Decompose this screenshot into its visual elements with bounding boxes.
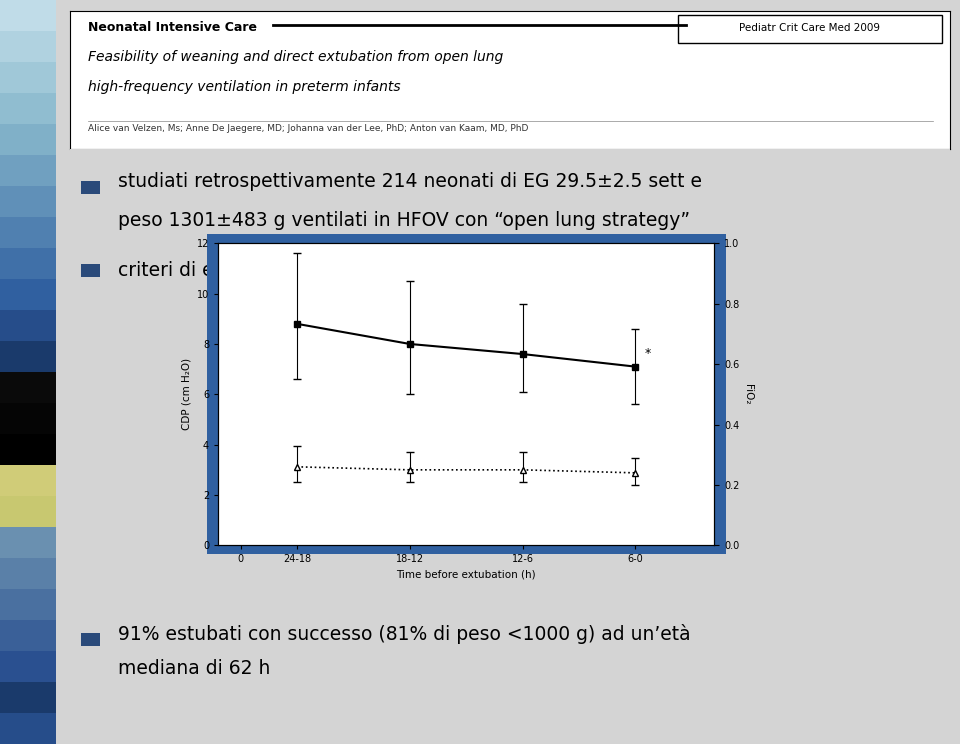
FancyBboxPatch shape: [678, 16, 942, 43]
Text: 91% estubati con successo (81% di peso <1000 g) ad un’età: 91% estubati con successo (81% di peso <…: [118, 624, 691, 644]
Text: O e FiO: O e FiO: [519, 261, 587, 280]
Text: Neonatal Intensive Care: Neonatal Intensive Care: [87, 21, 256, 33]
Text: Pediatr Crit Care Med 2009: Pediatr Crit Care Med 2009: [739, 23, 880, 33]
FancyBboxPatch shape: [81, 633, 100, 647]
Text: Feasibility of weaning and direct extubation from open lung: Feasibility of weaning and direct extuba…: [87, 50, 503, 64]
Text: high-frequency ventilation in preterm infants: high-frequency ventilation in preterm in…: [87, 80, 400, 94]
Y-axis label: CDP (cm H₂O): CDP (cm H₂O): [181, 359, 191, 430]
Text: studiati retrospettivamente 214 neonati di EG 29.5±2.5 sett e: studiati retrospettivamente 214 neonati …: [118, 172, 703, 191]
Text: 2: 2: [616, 275, 625, 290]
Text: 2: 2: [504, 275, 514, 290]
FancyBboxPatch shape: [81, 264, 100, 278]
Text: peso 1301±483 g ventilati in HFOV con “open lung strategy”: peso 1301±483 g ventilati in HFOV con “o…: [118, 211, 690, 230]
Text: mediana di 62 h: mediana di 62 h: [118, 659, 271, 678]
X-axis label: Time before extubation (h): Time before extubation (h): [396, 570, 536, 580]
Text: criteri di estubazione: CDP <8 cmH: criteri di estubazione: CDP <8 cmH: [118, 261, 450, 280]
Text: ≤0.30: ≤0.30: [629, 261, 692, 280]
Y-axis label: FiO₂: FiO₂: [743, 384, 754, 405]
Text: Alice van Velzen, Ms; Anne De Jaegere, MD; Johanna van der Lee, PhD; Anton van K: Alice van Velzen, Ms; Anne De Jaegere, M…: [87, 124, 528, 133]
FancyBboxPatch shape: [81, 181, 100, 194]
Text: *: *: [644, 347, 651, 359]
